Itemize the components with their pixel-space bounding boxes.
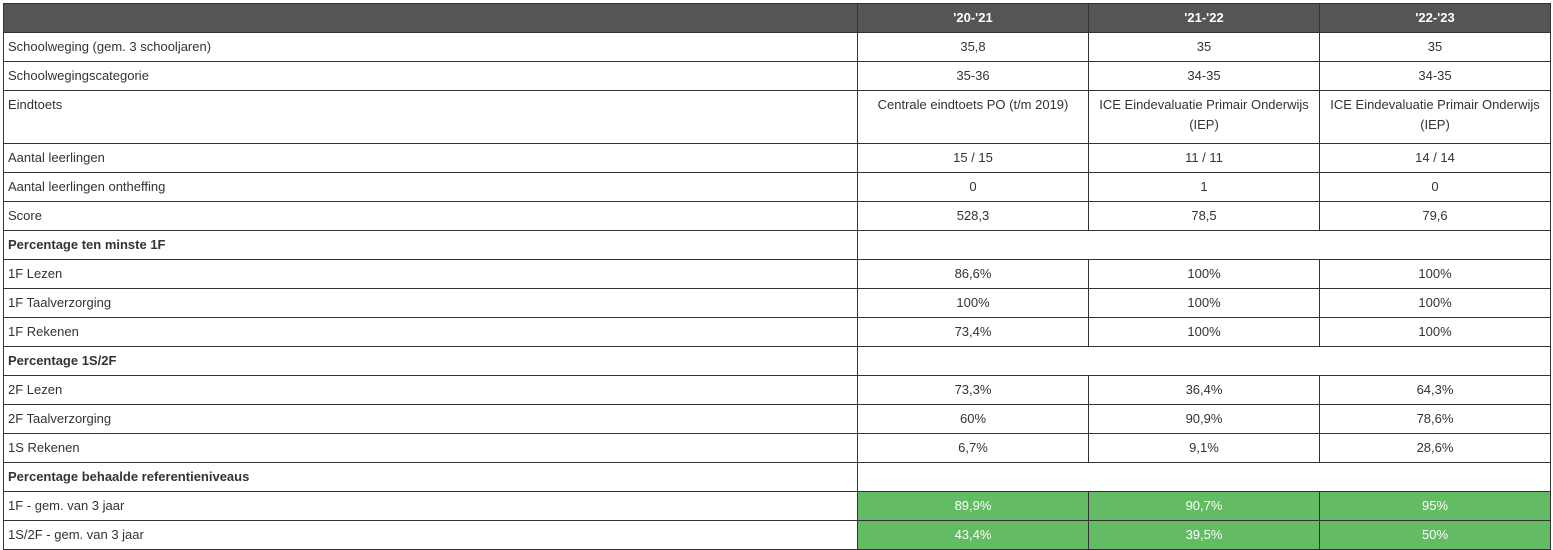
row-1f-taalverzorging: 1F Taalverzorging 100% 100% 100% <box>3 288 1551 318</box>
highlight-cell-value: 50% <box>1319 520 1551 550</box>
cell-value: 35-36 <box>857 61 1089 91</box>
highlight-cell-value: 89,9% <box>857 491 1089 521</box>
section-spacer <box>857 462 1551 492</box>
cell-value: ICE Eindevaluatie Primair Onderwijs (IEP… <box>1088 90 1320 144</box>
cell-value: 11 / 11 <box>1088 143 1320 173</box>
highlight-cell-value: 95% <box>1319 491 1551 521</box>
header-empty-cell <box>3 3 858 33</box>
cell-value: 100% <box>1319 317 1551 347</box>
cell-value: 34-35 <box>1319 61 1551 91</box>
results-table: '20-'21 '21-'22 '22-'23 Schoolweging (ge… <box>3 3 1551 550</box>
row-label: 1F - gem. van 3 jaar <box>3 491 858 521</box>
cell-value: 34-35 <box>1088 61 1320 91</box>
cell-value: 64,3% <box>1319 375 1551 405</box>
cell-value: 60% <box>857 404 1089 434</box>
row-schoolwegingscategorie: Schoolwegingscategorie 35-36 34-35 34-35 <box>3 61 1551 91</box>
cell-value: 1 <box>1088 172 1320 202</box>
cell-value: 100% <box>1088 288 1320 318</box>
header-row: '20-'21 '21-'22 '22-'23 <box>3 3 1551 33</box>
section-spacer <box>857 346 1551 376</box>
section-row-1s-2f: Percentage 1S/2F <box>3 346 1551 376</box>
cell-value: 78,5 <box>1088 201 1320 231</box>
cell-value: 90,9% <box>1088 404 1320 434</box>
cell-value: 28,6% <box>1319 433 1551 463</box>
row-label: Eindtoets <box>3 90 858 144</box>
row-label: Aantal leerlingen <box>3 143 858 173</box>
header-year-2021-2022: '21-'22 <box>1088 3 1320 33</box>
cell-value: 79,6 <box>1319 201 1551 231</box>
row-label: 2F Taalverzorging <box>3 404 858 434</box>
row-2f-lezen: 2F Lezen 73,3% 36,4% 64,3% <box>3 375 1551 405</box>
row-1s-2f-gemiddelde: 1S/2F - gem. van 3 jaar 43,4% 39,5% 50% <box>3 520 1551 550</box>
cell-value: 86,6% <box>857 259 1089 289</box>
section-row-behaalde-referentieniveaus: Percentage behaalde referentieniveaus <box>3 462 1551 492</box>
row-aantal-ontheffing: Aantal leerlingen ontheffing 0 1 0 <box>3 172 1551 202</box>
header-year-2020-2021: '20-'21 <box>857 3 1089 33</box>
cell-value: 100% <box>1319 259 1551 289</box>
section-spacer <box>857 230 1551 260</box>
cell-value: 100% <box>857 288 1089 318</box>
row-1f-rekenen: 1F Rekenen 73,4% 100% 100% <box>3 317 1551 347</box>
row-label: 2F Lezen <box>3 375 858 405</box>
cell-value: 35 <box>1088 32 1320 62</box>
cell-value: 35 <box>1319 32 1551 62</box>
cell-value: 0 <box>857 172 1089 202</box>
cell-value: 9,1% <box>1088 433 1320 463</box>
cell-value: 100% <box>1088 259 1320 289</box>
row-label: Score <box>3 201 858 231</box>
cell-value: 6,7% <box>857 433 1089 463</box>
row-aantal-leerlingen: Aantal leerlingen 15 / 15 11 / 11 14 / 1… <box>3 143 1551 173</box>
section-heading: Percentage ten minste 1F <box>3 230 858 260</box>
section-heading: Percentage 1S/2F <box>3 346 858 376</box>
row-1s-rekenen: 1S Rekenen 6,7% 9,1% 28,6% <box>3 433 1551 463</box>
cell-value: 15 / 15 <box>857 143 1089 173</box>
row-schoolweging: Schoolweging (gem. 3 schooljaren) 35,8 3… <box>3 32 1551 62</box>
row-label: 1S Rekenen <box>3 433 858 463</box>
cell-value: 73,3% <box>857 375 1089 405</box>
cell-value: 100% <box>1088 317 1320 347</box>
row-1f-lezen: 1F Lezen 86,6% 100% 100% <box>3 259 1551 289</box>
row-label: Schoolwegingscategorie <box>3 61 858 91</box>
row-label: 1S/2F - gem. van 3 jaar <box>3 520 858 550</box>
section-row-ten-minste-1f: Percentage ten minste 1F <box>3 230 1551 260</box>
cell-value: 528,3 <box>857 201 1089 231</box>
cell-value: 35,8 <box>857 32 1089 62</box>
row-1f-gemiddelde: 1F - gem. van 3 jaar 89,9% 90,7% 95% <box>3 491 1551 521</box>
row-2f-taalverzorging: 2F Taalverzorging 60% 90,9% 78,6% <box>3 404 1551 434</box>
cell-value: 73,4% <box>857 317 1089 347</box>
cell-value: 0 <box>1319 172 1551 202</box>
highlight-cell-value: 43,4% <box>857 520 1089 550</box>
row-label: 1F Lezen <box>3 259 858 289</box>
row-label: 1F Taalverzorging <box>3 288 858 318</box>
highlight-cell-value: 39,5% <box>1088 520 1320 550</box>
cell-value: 100% <box>1319 288 1551 318</box>
cell-value: Centrale eindtoets PO (t/m 2019) <box>857 90 1089 144</box>
cell-value: ICE Eindevaluatie Primair Onderwijs (IEP… <box>1319 90 1551 144</box>
cell-value: 14 / 14 <box>1319 143 1551 173</box>
highlight-cell-value: 90,7% <box>1088 491 1320 521</box>
row-eindtoets: Eindtoets Centrale eindtoets PO (t/m 201… <box>3 90 1551 144</box>
row-label: Aantal leerlingen ontheffing <box>3 172 858 202</box>
section-heading: Percentage behaalde referentieniveaus <box>3 462 858 492</box>
row-score: Score 528,3 78,5 79,6 <box>3 201 1551 231</box>
row-label: Schoolweging (gem. 3 schooljaren) <box>3 32 858 62</box>
cell-value: 36,4% <box>1088 375 1320 405</box>
header-year-2022-2023: '22-'23 <box>1319 3 1551 33</box>
row-label: 1F Rekenen <box>3 317 858 347</box>
cell-value: 78,6% <box>1319 404 1551 434</box>
